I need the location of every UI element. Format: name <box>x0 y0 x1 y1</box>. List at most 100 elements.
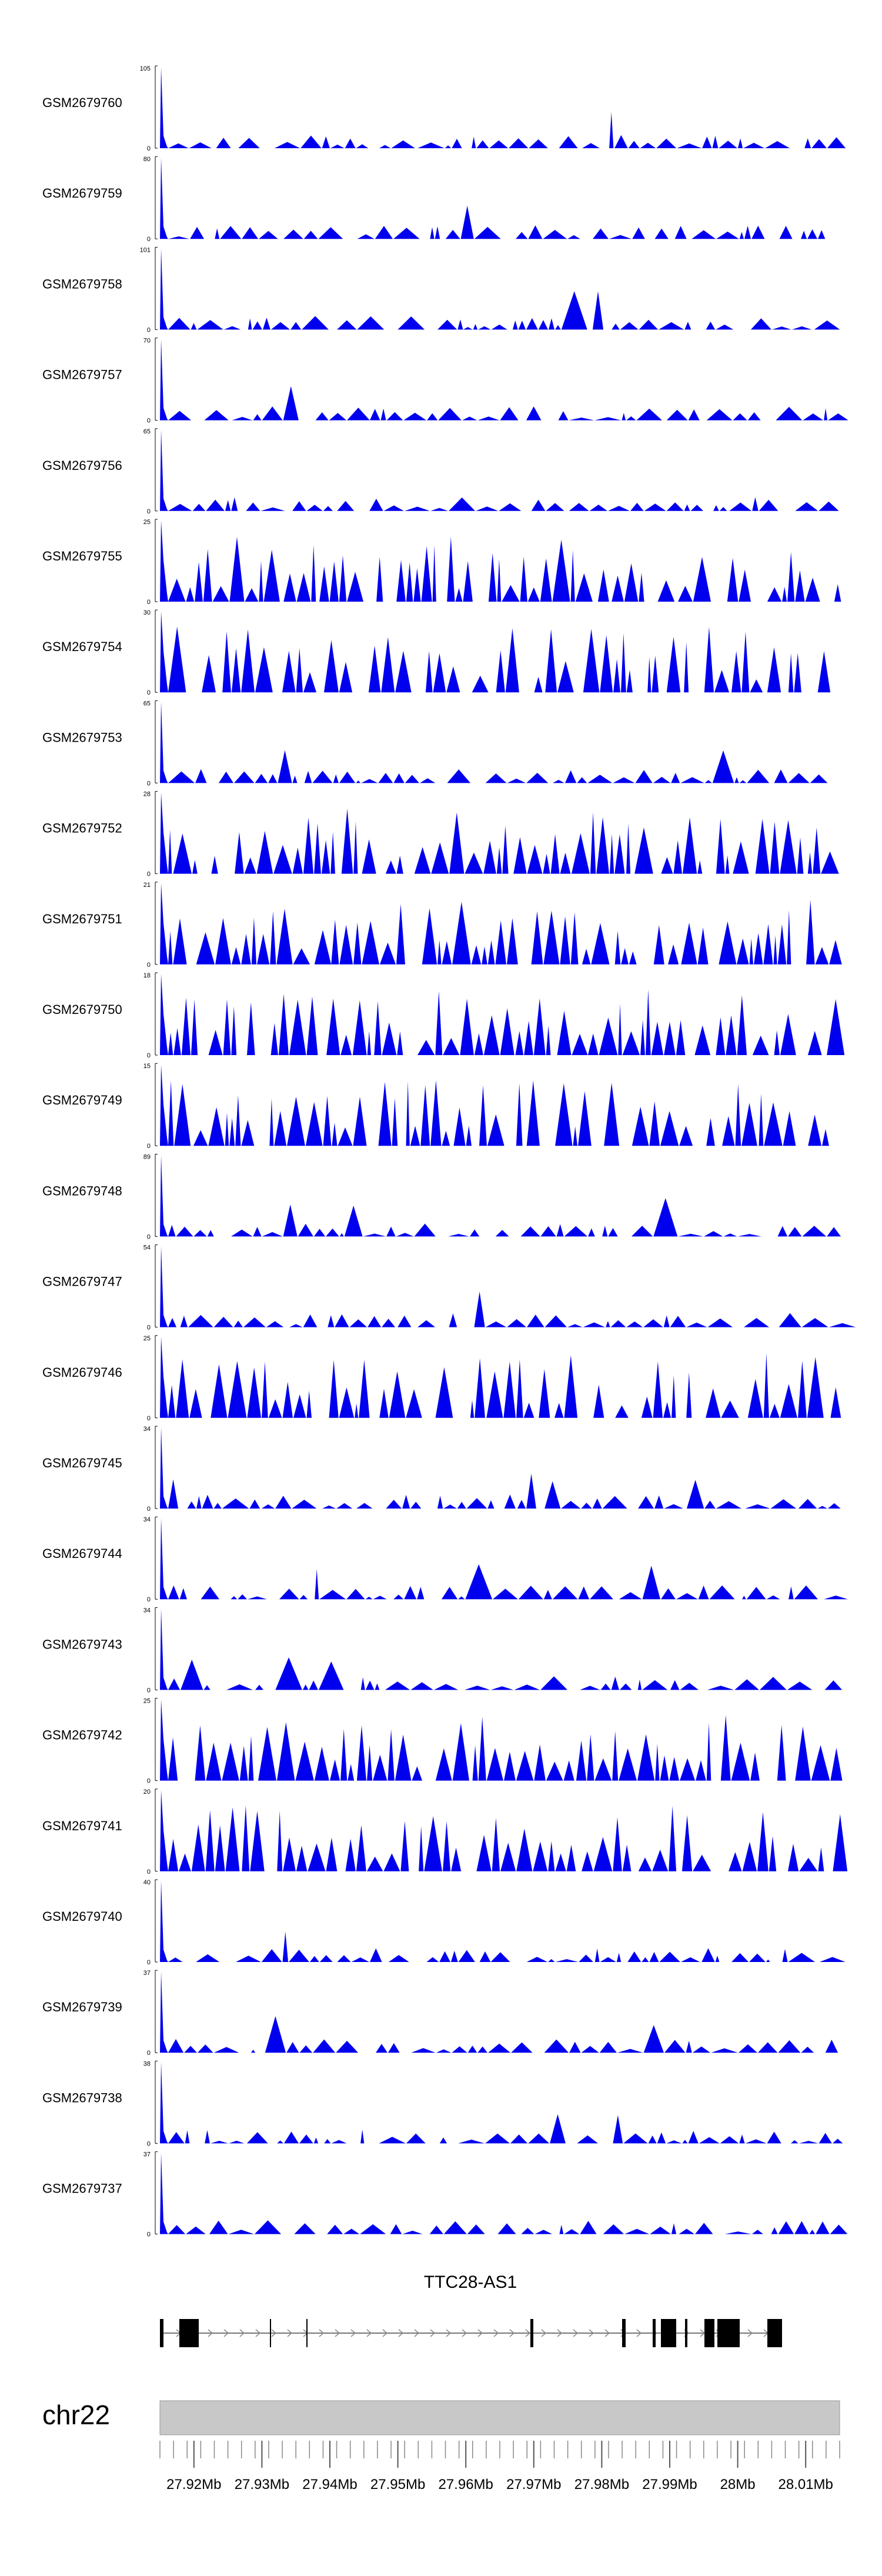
track-GSM2679744: GSM2679744 34 0 <box>42 1516 848 1603</box>
coverage-area <box>160 883 842 965</box>
track-GSM2679740: GSM2679740 40 0 <box>42 1879 846 1966</box>
track-label: GSM2679742 <box>42 1728 122 1743</box>
coverage-area <box>160 429 840 511</box>
strand-arrow <box>509 2329 515 2337</box>
track-ymin-label: 0 <box>147 1506 151 1513</box>
track-GSM2679742: GSM2679742 25 0 <box>42 1698 843 1785</box>
exon-block <box>179 2319 199 2347</box>
exon-block <box>685 2319 687 2347</box>
coverage-tracks: GSM2679760 105 0 GSM2679759 80 0 GSM2679758 101… <box>42 65 856 2238</box>
strand-arrow <box>414 2329 420 2337</box>
track-ymin-label: 0 <box>147 326 151 333</box>
strand-arrow <box>366 2329 372 2337</box>
exon-block <box>717 2319 740 2347</box>
track-label: GSM2679760 <box>42 95 122 110</box>
chromosome-axis: chr22 27.92Mb 27.93Mb 27.94Mb 27.95Mb 27.96Mb… <box>42 2400 840 2492</box>
strand-arrow <box>747 2329 753 2337</box>
strand-arrow <box>525 2329 531 2337</box>
track-label: GSM2679756 <box>42 458 122 473</box>
strand-arrow <box>604 2329 610 2337</box>
track-GSM2679758: GSM2679758 101 0 <box>42 246 840 333</box>
gene-name-label: TTC28-AS1 <box>424 2273 517 2292</box>
coverage-area <box>160 2153 848 2234</box>
track-ymin-label: 0 <box>147 145 151 152</box>
track-GSM2679759: GSM2679759 80 0 <box>42 156 840 243</box>
axis-tick-label: 27.94Mb <box>302 2477 357 2492</box>
coverage-area <box>160 1699 843 1781</box>
track-ymin-label: 0 <box>147 2140 151 2147</box>
axis-tick-label: 27.98Mb <box>574 2477 629 2492</box>
coverage-area <box>160 1336 841 1418</box>
axis-tick-label: 27.93Mb <box>235 2477 289 2492</box>
axis-tick-label: 28.01Mb <box>778 2477 833 2492</box>
track-ymin-label: 0 <box>147 1415 151 1422</box>
track-ymax-label: 101 <box>140 246 151 253</box>
strand-arrow <box>239 2329 245 2337</box>
track-GSM2679751: GSM2679751 21 0 <box>42 882 842 969</box>
coverage-area <box>160 67 846 148</box>
track-ymin-label: 0 <box>147 1324 151 1332</box>
track-ymax-label: 15 <box>143 1063 151 1070</box>
track-GSM2679753: GSM2679753 65 0 <box>42 700 840 787</box>
gene-annotation-track: TTC28-AS1 <box>160 2273 782 2347</box>
track-ymin-label: 0 <box>147 1596 151 1603</box>
track-ymin-label: 0 <box>147 508 151 515</box>
axis-tick-label: 27.95Mb <box>370 2477 425 2492</box>
strand-arrow <box>319 2329 325 2337</box>
track-label: GSM2679747 <box>42 1274 122 1289</box>
track-ymin-label: 0 <box>147 1687 151 1694</box>
exon-block <box>661 2319 676 2347</box>
track-GSM2679752: GSM2679752 28 0 <box>42 791 840 878</box>
track-ymax-label: 20 <box>143 1788 151 1796</box>
track-label: GSM2679751 <box>42 912 122 926</box>
track-label: GSM2679741 <box>42 1818 122 1833</box>
track-ymin-label: 0 <box>147 689 151 696</box>
coverage-area <box>160 1246 856 1327</box>
track-ymin-label: 0 <box>147 1778 151 1785</box>
track-label: GSM2679754 <box>42 639 122 654</box>
track-GSM2679750: GSM2679750 18 0 <box>42 972 845 1059</box>
strand-arrow <box>382 2329 388 2337</box>
track-label: GSM2679755 <box>42 549 122 563</box>
track-label: GSM2679744 <box>42 1546 122 1561</box>
track-GSM2679745: GSM2679745 34 0 <box>42 1426 841 1513</box>
strand-arrow <box>398 2329 404 2337</box>
strand-arrow <box>573 2329 579 2337</box>
axis-tick-label: 28Mb <box>720 2477 756 2492</box>
strand-arrow <box>557 2329 563 2337</box>
track-label: GSM2679749 <box>42 1093 122 1107</box>
track-ymin-label: 0 <box>147 1959 151 1966</box>
strand-arrow <box>223 2329 229 2337</box>
strand-arrow <box>271 2329 277 2337</box>
track-label: GSM2679750 <box>42 1002 122 1017</box>
coverage-area <box>160 611 840 693</box>
track-GSM2679757: GSM2679757 70 0 <box>42 338 848 425</box>
strand-arrow <box>589 2329 594 2337</box>
strand-arrow <box>462 2329 467 2337</box>
exon-block <box>270 2319 271 2347</box>
track-ymin-label: 0 <box>147 418 151 425</box>
track-ymax-label: 80 <box>143 156 151 163</box>
track-label: GSM2679740 <box>42 1909 122 1924</box>
coverage-area <box>160 792 840 874</box>
axis-tick-label: 27.99Mb <box>642 2477 697 2492</box>
track-GSM2679748: GSM2679748 89 0 <box>42 1153 841 1240</box>
exon-block <box>530 2319 533 2347</box>
coverage-area <box>160 2062 843 2144</box>
track-GSM2679760: GSM2679760 105 0 <box>42 65 846 152</box>
exon-block <box>704 2319 714 2347</box>
track-GSM2679737: GSM2679737 37 0 <box>42 2151 848 2238</box>
strand-arrow <box>350 2329 356 2337</box>
coverage-area <box>160 520 841 602</box>
track-label: GSM2679745 <box>42 1456 122 1470</box>
track-ymin-label: 0 <box>147 2050 151 2057</box>
axis-tick-label: 27.97Mb <box>506 2477 561 2492</box>
coverage-area <box>160 248 840 330</box>
strand-arrow <box>477 2329 483 2337</box>
track-ymax-label: 21 <box>143 882 151 889</box>
coverage-area <box>160 1609 843 1690</box>
coverage-area <box>160 1155 841 1237</box>
track-ymax-label: 54 <box>143 1244 151 1252</box>
track-ymin-label: 0 <box>147 1143 151 1150</box>
